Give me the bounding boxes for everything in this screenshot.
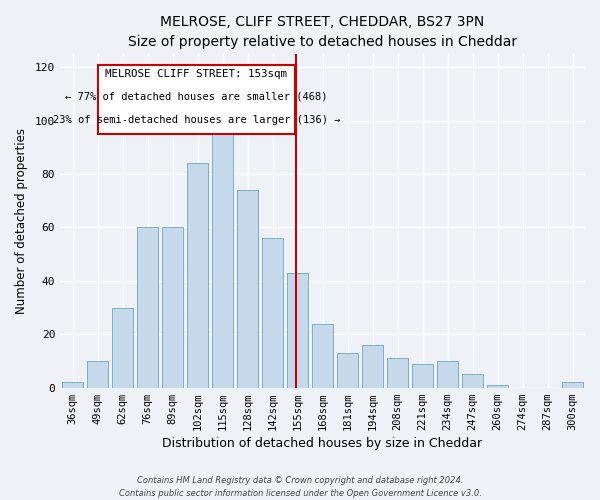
Bar	[212, 126, 233, 388]
Bar	[337, 353, 358, 388]
X-axis label: Distribution of detached houses by size in Cheddar: Distribution of detached houses by size …	[163, 437, 482, 450]
Text: ← 77% of detached houses are smaller (468): ← 77% of detached houses are smaller (46…	[65, 92, 328, 102]
Bar	[137, 228, 158, 388]
Bar	[562, 382, 583, 388]
Bar	[312, 324, 333, 388]
Bar	[412, 364, 433, 388]
Bar	[62, 382, 83, 388]
Bar	[287, 273, 308, 388]
Text: MELROSE CLIFF STREET: 153sqm: MELROSE CLIFF STREET: 153sqm	[106, 68, 287, 78]
Bar	[437, 361, 458, 388]
Bar	[462, 374, 483, 388]
Bar	[237, 190, 258, 388]
FancyBboxPatch shape	[98, 64, 295, 134]
Y-axis label: Number of detached properties: Number of detached properties	[15, 128, 28, 314]
Bar	[187, 164, 208, 388]
Bar	[387, 358, 408, 388]
Bar	[87, 361, 108, 388]
Text: Contains HM Land Registry data © Crown copyright and database right 2024.
Contai: Contains HM Land Registry data © Crown c…	[119, 476, 481, 498]
Bar	[487, 385, 508, 388]
Bar	[362, 345, 383, 388]
Bar	[262, 238, 283, 388]
Text: 23% of semi-detached houses are larger (136) →: 23% of semi-detached houses are larger (…	[53, 115, 340, 125]
Bar	[112, 308, 133, 388]
Bar	[162, 228, 183, 388]
Title: MELROSE, CLIFF STREET, CHEDDAR, BS27 3PN
Size of property relative to detached h: MELROSE, CLIFF STREET, CHEDDAR, BS27 3PN…	[128, 15, 517, 48]
